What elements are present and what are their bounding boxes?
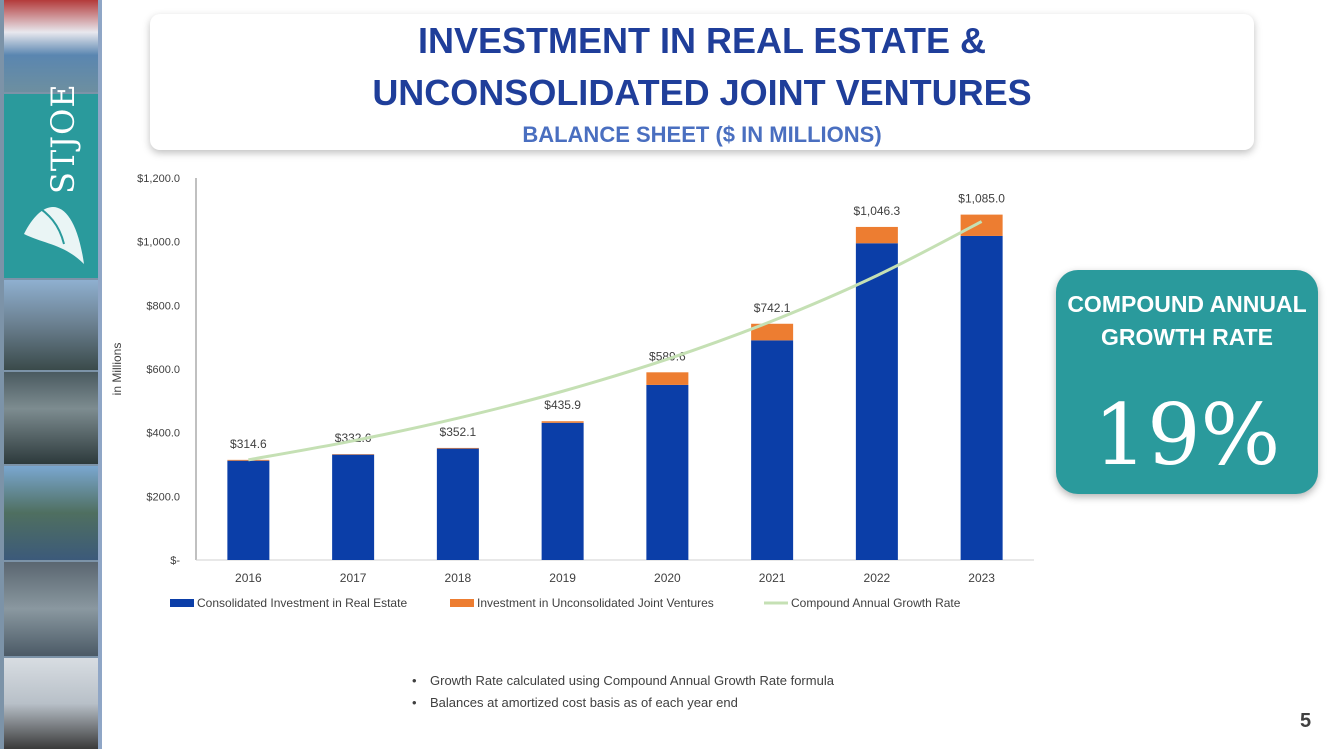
bar-joint-ventures [332, 454, 375, 455]
x-tick-label: 2018 [445, 571, 472, 585]
y-tick-label: $600.0 [146, 364, 180, 376]
bar-consolidated [646, 384, 689, 560]
resort-photo [4, 466, 98, 560]
y-tick-label: $800.0 [146, 300, 180, 312]
x-tick-label: 2023 [968, 571, 995, 585]
footnote-text: Balances at amortized cost basis as of e… [430, 695, 738, 710]
cagr-callout: COMPOUND ANNUAL GROWTH RATE 19% [1056, 270, 1318, 494]
patio-photo [4, 372, 98, 464]
legend-label: Compound Annual Growth Rate [791, 596, 961, 610]
cagr-value: 19% [1093, 386, 1281, 484]
total-data-label: $589.6 [649, 349, 686, 363]
bar-consolidated [960, 235, 1003, 560]
subtitle: BALANCE SHEET ($ IN MILLIONS) [522, 122, 882, 147]
y-tick-label: $- [170, 555, 180, 567]
total-data-label: $742.1 [754, 301, 791, 315]
bar-consolidated [541, 422, 584, 560]
flag-photo [4, 0, 98, 92]
footnotes: • Growth Rate calculated using Compound A… [412, 670, 834, 714]
title-card: INVESTMENT IN REAL ESTATE & UNCONSOLIDAT… [150, 14, 1254, 150]
y-tick-label: $1,000.0 [137, 237, 180, 249]
x-tick-label: 2021 [759, 571, 786, 585]
cagr-label: COMPOUND ANNUAL GROWTH RATE [1067, 291, 1307, 350]
footnote-item: • Balances at amortized cost basis as of … [412, 692, 834, 714]
page-number: 5 [1300, 710, 1312, 732]
balcony-photo [4, 562, 98, 656]
x-tick-label: 2020 [654, 571, 681, 585]
x-tick-label: 2022 [864, 571, 891, 585]
total-data-label: $352.1 [440, 425, 477, 439]
bullet-icon: • [412, 695, 417, 710]
x-tick-label: 2019 [549, 571, 576, 585]
stjoe-logo-icon [24, 203, 84, 264]
bar-joint-ventures [227, 459, 270, 461]
bullet-icon: • [412, 673, 417, 688]
legend-swatch [450, 599, 474, 607]
bar-consolidated [332, 454, 375, 560]
bar-joint-ventures [855, 226, 898, 244]
bar-joint-ventures [751, 323, 794, 341]
bar-consolidated [436, 448, 479, 560]
legend-label: Investment in Unconsolidated Joint Ventu… [477, 596, 714, 610]
side-photo-strip: STJOE [0, 0, 102, 749]
bar-joint-ventures [646, 372, 689, 385]
logo-text: STJOE [44, 83, 82, 194]
y-axis-label: in Millions [110, 343, 124, 396]
bar-joint-ventures [960, 214, 1003, 236]
bar-consolidated [227, 460, 270, 560]
y-tick-label: $1,200.0 [137, 173, 180, 185]
total-data-label: $1,046.3 [854, 204, 901, 218]
title-line-1: INVESTMENT IN REAL ESTATE & [417, 20, 987, 61]
bar-joint-ventures [436, 447, 479, 449]
x-tick-label: 2017 [340, 571, 367, 585]
footnote-text: Growth Rate calculated using Compound An… [430, 673, 834, 688]
title-line-2: UNCONSOLIDATED JOINT VENTURES [372, 72, 1032, 113]
total-data-label: $314.6 [230, 437, 267, 451]
strip-edge [98, 0, 102, 749]
logo-tile: STJOE [4, 83, 98, 278]
building-photo [4, 280, 98, 370]
x-tick-label: 2016 [235, 571, 262, 585]
bar-joint-ventures [541, 421, 584, 423]
footnote-item: • Growth Rate calculated using Compound A… [412, 670, 834, 692]
investment-chart: $- $200.0 $400.0 $600.0 $800.0 $1,000.0 $1,200… [110, 173, 1034, 610]
bar-consolidated [855, 243, 898, 560]
total-data-label: $1,085.0 [958, 192, 1005, 206]
interior-photo [4, 658, 98, 749]
cagr-series-line [248, 220, 983, 462]
legend-label: Consolidated Investment in Real Estate [197, 596, 407, 610]
bar-consolidated [751, 340, 794, 560]
y-tick-label: $400.0 [146, 428, 180, 440]
y-tick-label: $200.0 [146, 491, 180, 503]
total-data-label: $435.9 [544, 398, 581, 412]
legend-swatch [170, 599, 194, 607]
